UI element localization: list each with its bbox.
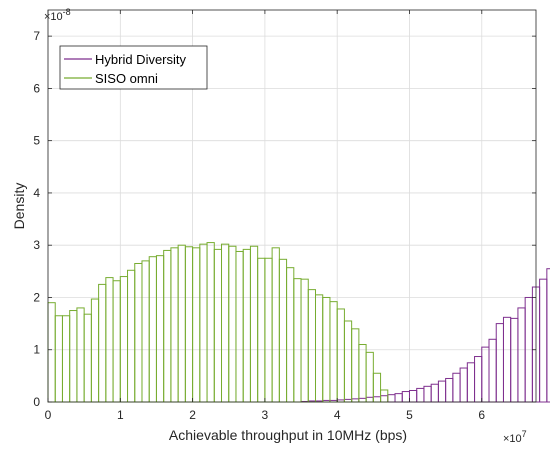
x-axis-label: Achievable throughput in 10MHz (bps): [169, 427, 407, 443]
y-tick-label: 5: [33, 134, 40, 148]
x-multiplier-label: ×107: [503, 429, 527, 445]
x-tick-label: 0: [45, 408, 52, 422]
x-tick-label: 3: [262, 408, 269, 422]
legend: Hybrid Diversity SISO omni: [59, 45, 208, 90]
y-tick-label: 1: [33, 343, 40, 357]
y-axis-label: Density: [11, 183, 27, 230]
y-tick-label: 0: [33, 395, 40, 409]
bar-hybrid-diversity: [539, 278, 548, 403]
legend-label-siso-omni: SISO omni: [95, 71, 158, 86]
legend-label-hybrid-diversity: Hybrid Diversity: [95, 52, 187, 67]
axis-ticks: 0 1 2 3 4 5 6 0 1 2 3 4 5 6 7: [33, 10, 536, 422]
y-multiplier-label: ×10-8: [44, 7, 71, 23]
x-tick-label: 2: [189, 408, 196, 422]
y-tick-label: 4: [33, 186, 40, 200]
y-tick-label: 6: [33, 81, 40, 95]
axes-box: [47, 9, 537, 403]
x-tick-label: 4: [334, 408, 341, 422]
legend-box: [59, 45, 208, 90]
bar-hybrid-diversity: [546, 268, 550, 403]
x-tick-label: 1: [117, 408, 124, 422]
y-tick-label: 3: [33, 238, 40, 252]
y-tick-label: 7: [33, 29, 40, 43]
y-tick-label: 2: [33, 290, 40, 304]
x-tick-label: 5: [406, 408, 413, 422]
x-tick-label: 6: [478, 408, 485, 422]
